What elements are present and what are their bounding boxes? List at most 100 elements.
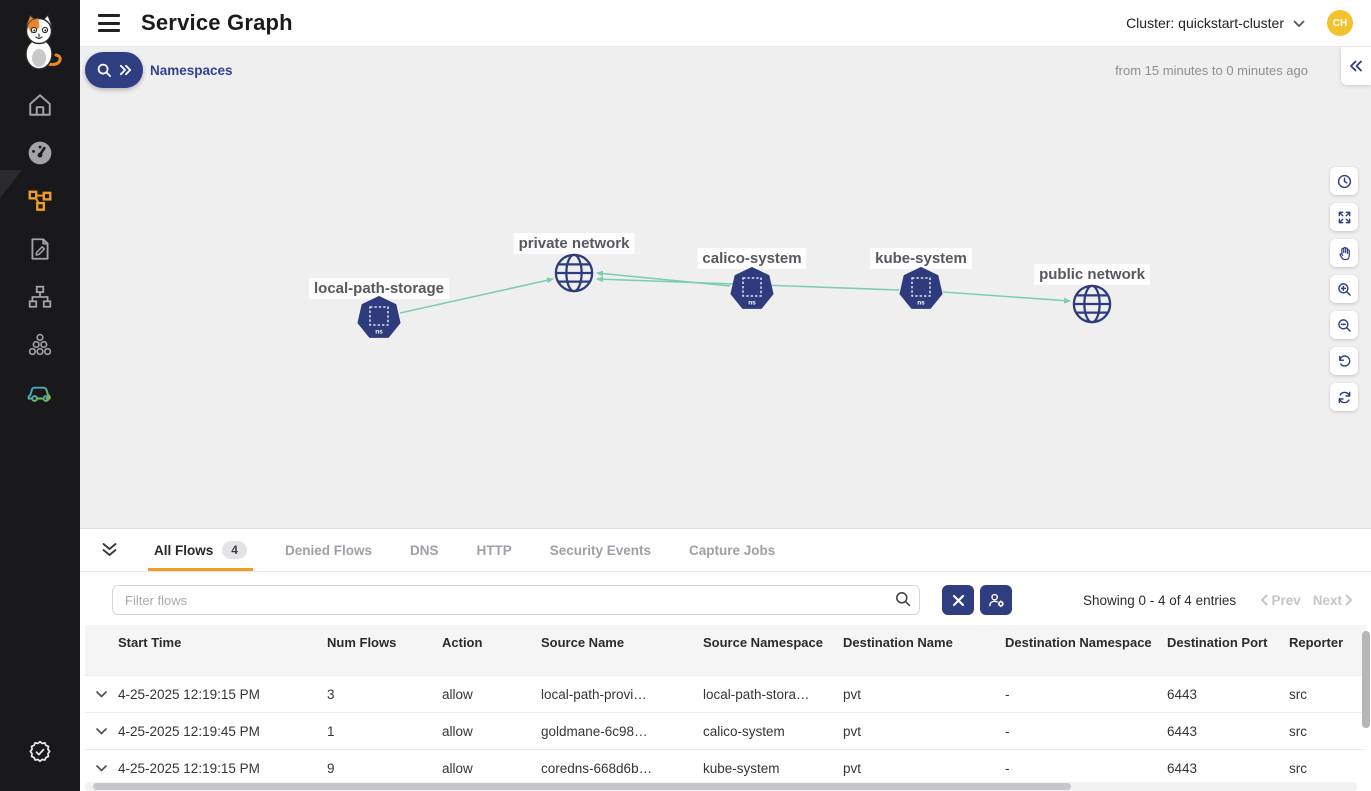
chevrons-left-icon <box>1350 60 1362 72</box>
search-icon <box>97 63 111 77</box>
tab-http[interactable]: HTTP <box>476 542 512 558</box>
chevron-left-icon <box>1261 594 1268 606</box>
column-header[interactable]: Destination Namespace <box>1005 635 1152 650</box>
home-icon[interactable] <box>27 92 53 118</box>
graph-node-public-network[interactable] <box>1071 283 1113 325</box>
tab-denied-flows[interactable]: Denied Flows <box>284 542 372 558</box>
flows-table-header: Start Time Num Flows Action Source Name … <box>85 625 1366 675</box>
graph-node-label: private network <box>513 233 635 254</box>
tab-count-badge: 4 <box>222 541 247 559</box>
zoom-in-icon <box>1337 282 1351 296</box>
zoom-in-button[interactable] <box>1330 275 1358 303</box>
avatar[interactable]: CH <box>1327 10 1353 36</box>
column-header[interactable]: Reporter <box>1289 635 1344 650</box>
tab-all-flows[interactable]: All Flows 4 <box>148 529 253 571</box>
clock-icon <box>1337 174 1351 188</box>
chevrons-down-icon <box>102 543 116 556</box>
graph-toolbar-strip: Namespaces from 15 minutes to 0 minutes … <box>80 47 1371 93</box>
filter-flows-input[interactable] <box>112 585 920 615</box>
clear-filter-button[interactable] <box>942 585 974 615</box>
tab-security-events[interactable]: Security Events <box>549 542 652 558</box>
table-vertical-scrollbar[interactable] <box>1361 629 1370 788</box>
pan-button[interactable] <box>1330 239 1358 267</box>
cluster-selector-label: Cluster: quickstart-cluster <box>1126 15 1284 31</box>
collapse-panel-button[interactable] <box>96 529 122 571</box>
table-horizontal-scrollbar[interactable] <box>85 782 1357 791</box>
badge-check-icon[interactable] <box>27 739 53 765</box>
showing-entries-label: Showing 0 - 4 of 4 entries <box>1083 592 1237 608</box>
chevron-right-icon <box>1345 594 1352 606</box>
tab-capture-jobs[interactable]: Capture Jobs <box>689 542 776 558</box>
refresh-icon <box>1338 391 1350 403</box>
table-row[interactable]: 4-25-2025 12:19:15 PM 3 allow local-path… <box>85 675 1366 712</box>
column-header[interactable]: Source Name <box>541 635 625 650</box>
column-header[interactable]: Source Namespace <box>703 635 823 650</box>
graph-tools <box>1330 167 1358 411</box>
column-header[interactable]: Num Flows <box>327 635 397 650</box>
pagination: Prev Next <box>1260 593 1353 608</box>
svg-text:ns: ns <box>917 300 925 307</box>
clusters-icon[interactable] <box>27 332 53 358</box>
chevron-down-icon <box>1293 15 1305 31</box>
calico-logo[interactable] <box>18 12 64 70</box>
search-icon[interactable] <box>895 591 911 612</box>
svg-text:ns: ns <box>375 329 383 336</box>
undo-icon <box>1338 354 1350 367</box>
expand-row-icon[interactable] <box>85 713 118 750</box>
vehicle-icon[interactable] <box>27 379 53 405</box>
prev-page-button[interactable]: Prev <box>1260 593 1301 608</box>
time-machine-button[interactable] <box>1330 167 1358 195</box>
flows-panel: All Flows 4 Denied Flows DNS HTTP Securi… <box>80 528 1371 791</box>
zoom-out-button[interactable] <box>1330 311 1358 339</box>
graph-node-label: calico-system <box>697 248 807 269</box>
chevrons-right-icon <box>119 64 131 76</box>
graph-node-label: local-path-storage <box>308 278 450 299</box>
sidebar <box>0 0 80 791</box>
expand-side-panel-button[interactable] <box>1341 47 1371 85</box>
menu-icon[interactable] <box>98 14 120 32</box>
service-graph-icon[interactable] <box>27 188 53 214</box>
close-icon <box>952 594 964 606</box>
network-tree-icon[interactable] <box>27 284 53 310</box>
graph-node-local-path-storage[interactable]: ns <box>356 296 402 340</box>
expand-row-icon[interactable] <box>85 676 118 713</box>
sidebar-fold-decoration <box>0 170 22 198</box>
customize-columns-button[interactable] <box>980 585 1012 615</box>
hand-icon <box>1339 246 1350 260</box>
column-header[interactable]: Action <box>442 635 483 650</box>
breadcrumb[interactable]: Namespaces <box>150 62 233 78</box>
service-graph-canvas[interactable]: ns local-path-storage private network ns… <box>80 93 1371 528</box>
cluster-selector[interactable]: Cluster: quickstart-cluster <box>1126 15 1305 31</box>
column-header[interactable]: Destination Name <box>843 635 953 650</box>
graph-node-private-network[interactable] <box>553 252 595 294</box>
graph-node-kube-system[interactable]: ns <box>898 267 944 311</box>
flows-table: Start Time Num Flows Action Source Name … <box>85 625 1366 786</box>
table-row[interactable]: 4-25-2025 12:19:45 PM 1 allow goldmane-6… <box>85 712 1366 749</box>
expand-row-icon[interactable] <box>85 750 118 787</box>
svg-text:ns: ns <box>748 300 756 307</box>
tab-dns[interactable]: DNS <box>409 542 439 558</box>
graph-node-label: kube-system <box>870 248 972 269</box>
column-header[interactable]: Destination Port <box>1167 635 1268 650</box>
table-row[interactable]: 4-25-2025 12:19:15 PM 9 allow coredns-66… <box>85 749 1366 786</box>
tab-label: All Flows <box>154 542 214 558</box>
dashboard-gauge-icon[interactable] <box>27 140 53 166</box>
flows-filter-row: Showing 0 - 4 of 4 entries Prev Next <box>112 585 1360 615</box>
page-title: Service Graph <box>141 10 293 35</box>
graph-node-label: public network <box>1034 264 1150 285</box>
zoom-out-icon <box>1337 318 1351 332</box>
header: Service Graph Cluster: quickstart-cluste… <box>80 0 1371 47</box>
user-gear-icon <box>988 593 1004 608</box>
next-page-button[interactable]: Next <box>1313 593 1353 608</box>
undo-button[interactable] <box>1330 347 1358 375</box>
column-header[interactable]: Start Time <box>118 635 182 650</box>
graph-node-calico-system[interactable]: ns <box>729 267 775 311</box>
time-range-label: from 15 minutes to 0 minutes ago <box>1115 62 1308 78</box>
refresh-button[interactable] <box>1330 383 1358 411</box>
fit-screen-button[interactable] <box>1330 203 1358 231</box>
graph-search-button[interactable] <box>85 52 143 88</box>
graph-edges <box>399 270 1071 314</box>
flows-tabbar: All Flows 4 Denied Flows DNS HTTP Securi… <box>80 529 1371 572</box>
policies-icon[interactable] <box>27 236 53 262</box>
